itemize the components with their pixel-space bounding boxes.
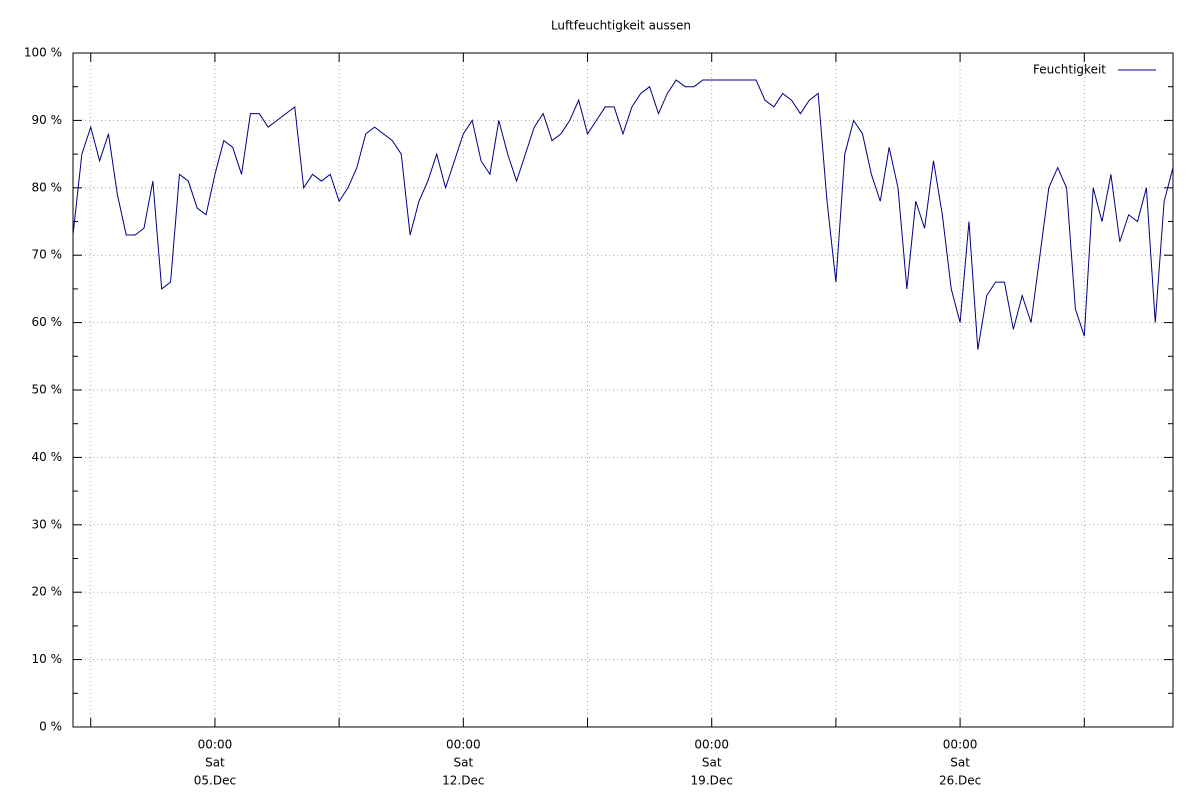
- y-tick-label: 60 %: [32, 315, 63, 329]
- x-tick-label: 00:00: [943, 738, 978, 752]
- y-tick-label: 40 %: [32, 450, 63, 464]
- chart-title: Luftfeuchtigkeit aussen: [551, 19, 691, 33]
- x-tick-label: Sat: [950, 756, 970, 770]
- y-tick-label: 0 %: [39, 720, 62, 734]
- x-tick-label: 00:00: [446, 738, 481, 752]
- y-tick-label: 90 %: [32, 113, 63, 127]
- x-tick-label: 00:00: [198, 738, 233, 752]
- x-tick-label: 00:00: [694, 738, 729, 752]
- y-tick-label: 10 %: [32, 652, 63, 666]
- x-tick-label: 19.Dec: [691, 774, 733, 788]
- data-line: [72, 79, 1174, 350]
- x-tick-label: 26.Dec: [939, 774, 981, 788]
- x-tick-label: Sat: [453, 756, 473, 770]
- y-tick-label: 70 %: [32, 248, 63, 262]
- x-tick-label: 05.Dec: [194, 774, 236, 788]
- plot-frame: [72, 52, 1174, 728]
- x-tick-label: Sat: [702, 756, 722, 770]
- legend-label: Feuchtigkeit: [1033, 63, 1106, 77]
- y-tick-label: 80 %: [32, 180, 63, 194]
- y-tick-label: 30 %: [32, 517, 63, 531]
- y-tick-label: 50 %: [32, 383, 63, 397]
- x-tick-label: Sat: [205, 756, 225, 770]
- y-tick-label: 20 %: [32, 585, 63, 599]
- y-tick-label: 100 %: [24, 46, 62, 60]
- x-tick-label: 12.Dec: [442, 774, 484, 788]
